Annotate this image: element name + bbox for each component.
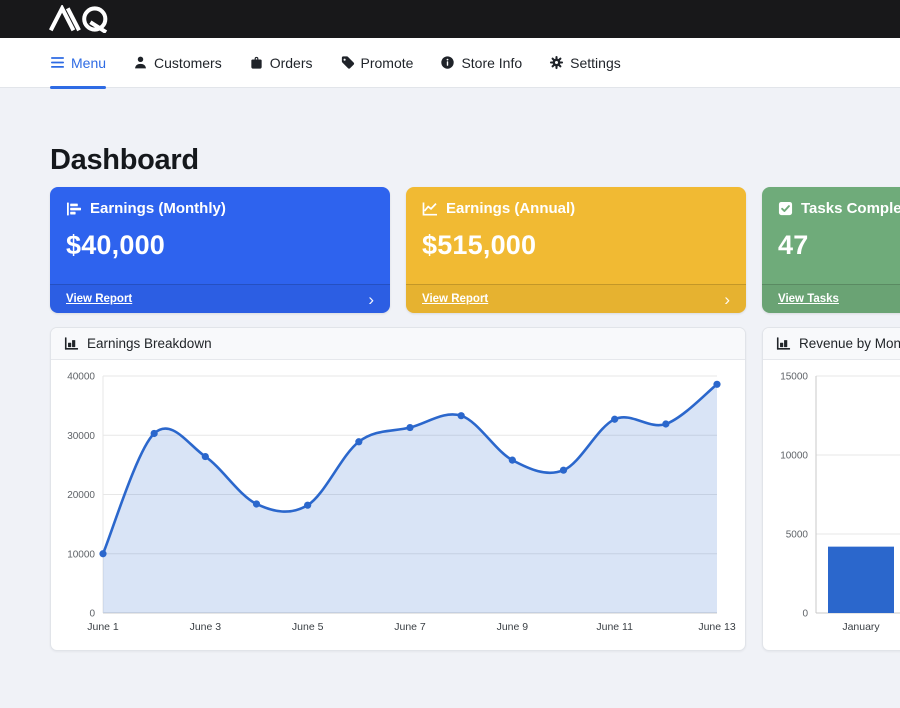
line-chart-icon xyxy=(422,202,437,216)
chart-bar-icon xyxy=(64,337,79,350)
brand-logo-mq-icon[interactable] xyxy=(47,5,135,33)
card-title: Earnings (Monthly) xyxy=(90,200,226,217)
svg-text:June 9: June 9 xyxy=(497,621,529,633)
tag-icon xyxy=(341,56,354,69)
nav-item-settings[interactable]: Settings xyxy=(549,38,621,87)
svg-text:June 7: June 7 xyxy=(394,621,426,633)
svg-text:June 5: June 5 xyxy=(292,621,324,633)
svg-text:30000: 30000 xyxy=(67,431,95,442)
card-title: Tasks Completed xyxy=(801,200,900,217)
svg-text:40000: 40000 xyxy=(67,372,95,383)
card-earnings-annual[interactable]: Earnings (Annual) $515,000 View Report › xyxy=(406,187,746,313)
svg-text:10000: 10000 xyxy=(780,451,808,462)
card-title-row: Earnings (Annual) xyxy=(422,200,730,217)
card-value: 47 xyxy=(778,230,809,260)
card-earnings-monthly[interactable]: Earnings (Monthly) $40,000 View Report › xyxy=(50,187,390,313)
nav-item-orders[interactable]: Orders xyxy=(249,38,313,87)
card-tasks-completed[interactable]: Tasks Completed 47 View Tasks › xyxy=(762,187,900,313)
hamburger-icon xyxy=(51,57,64,68)
nav-item-store-info[interactable]: Store Info xyxy=(440,38,522,87)
nav-item-label: Orders xyxy=(269,54,313,71)
svg-text:0: 0 xyxy=(802,609,808,620)
chart-bar-icon xyxy=(776,337,791,350)
svg-text:15000: 15000 xyxy=(780,372,808,383)
card-footer: View Report › xyxy=(406,284,746,313)
card-title-row: Tasks Completed xyxy=(778,200,900,217)
svg-text:10000: 10000 xyxy=(67,549,95,560)
svg-text:0: 0 xyxy=(89,609,95,620)
page-title: Dashboard xyxy=(50,144,199,176)
view-tasks-link[interactable]: View Tasks xyxy=(778,293,839,305)
earnings-breakdown-area-chart: 0 10000 20000 30000 40000 June 1 June 3 June 5 J… xyxy=(67,372,736,634)
bar-chart-steps-icon xyxy=(67,202,81,215)
card-footer: View Report › xyxy=(50,284,390,313)
svg-text:5000: 5000 xyxy=(786,530,809,541)
bag-icon xyxy=(251,56,262,69)
main-navbar: Menu Customers Orders Promote Store Info xyxy=(0,38,900,89)
card-footer: View Tasks › xyxy=(762,284,900,313)
card-value: $515,000 xyxy=(422,230,537,260)
card-title: Earnings (Annual) xyxy=(446,200,576,217)
svg-text:June 13: June 13 xyxy=(698,621,736,633)
chart-card-title: Revenue by Month xyxy=(799,336,900,351)
stat-cards-row: Earnings (Monthly) $40,000 View Report ›… xyxy=(50,187,900,313)
card-body: Earnings (Annual) $515,000 xyxy=(406,187,746,284)
earnings-breakdown-card: Earnings Breakdown 0 10000 20000 30000 40000… xyxy=(50,327,746,651)
nav-item-label: Store Info xyxy=(461,54,523,71)
chevron-right-icon[interactable]: › xyxy=(724,289,730,309)
card-body: Earnings (Monthly) $40,000 xyxy=(50,187,390,284)
card-body: Tasks Completed 47 xyxy=(762,187,900,284)
card-title-row: Earnings (Monthly) xyxy=(66,200,374,217)
svg-text:January: January xyxy=(842,621,880,633)
svg-text:June 11: June 11 xyxy=(596,621,633,633)
charts-row: Earnings Breakdown 0 10000 20000 30000 40000… xyxy=(50,327,900,651)
dashboard-content: Dashboard Earnings (Monthly) $40,000 Vie… xyxy=(0,88,900,651)
chart-card-header: Earnings Breakdown xyxy=(51,328,745,360)
nav-item-menu[interactable]: Menu xyxy=(50,38,107,89)
svg-text:June 1: June 1 xyxy=(87,621,119,633)
chart-card-header: Revenue by Month xyxy=(763,328,900,360)
nav-item-promote[interactable]: Promote xyxy=(340,38,414,87)
card-value: $40,000 xyxy=(66,230,165,260)
nav-item-label: Promote xyxy=(360,54,414,71)
gear-icon xyxy=(550,55,564,70)
view-report-link[interactable]: View Report xyxy=(422,293,489,305)
chart-card-title: Earnings Breakdown xyxy=(87,336,212,351)
view-report-link[interactable]: View Report xyxy=(66,293,133,305)
person-icon xyxy=(135,56,146,69)
svg-text:June 3: June 3 xyxy=(190,621,222,633)
revenue-by-month-card: Revenue by Month 0 5000 10000 15000 January xyxy=(762,327,900,651)
top-black-bar xyxy=(0,0,900,38)
svg-text:20000: 20000 xyxy=(67,490,95,501)
nav-item-label: Menu xyxy=(71,54,107,71)
revenue-by-month-bar-chart: 0 5000 10000 15000 January xyxy=(780,372,900,633)
chevron-right-icon[interactable]: › xyxy=(368,289,374,309)
check-square-icon xyxy=(778,201,793,216)
nav-item-label: Settings xyxy=(570,54,621,71)
info-circle-icon xyxy=(441,56,455,69)
nav-item-label: Customers xyxy=(154,54,222,71)
nav-item-customers[interactable]: Customers xyxy=(133,38,222,87)
